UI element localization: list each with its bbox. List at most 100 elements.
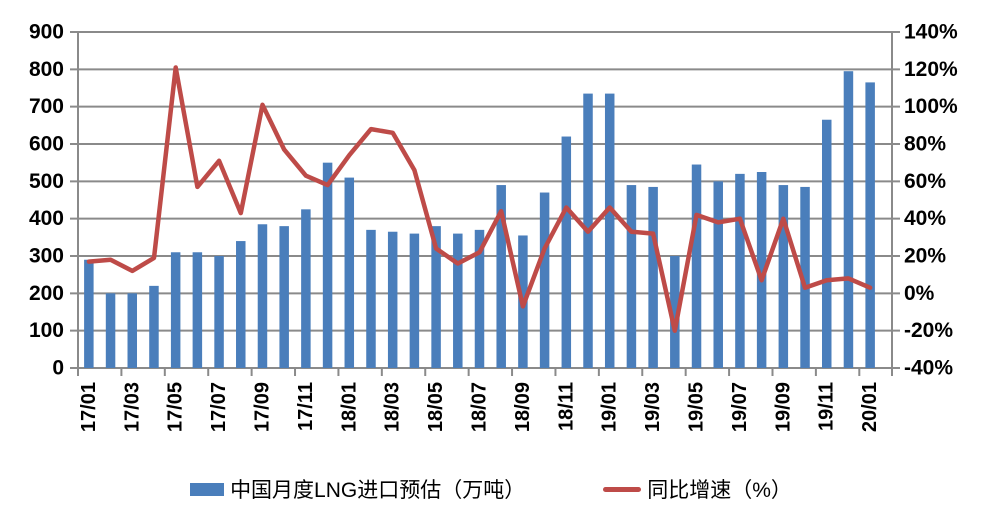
bar-18/01 [344, 177, 355, 368]
bar-17/04 [149, 285, 159, 368]
x-axis-label: 19/09 [772, 382, 794, 432]
x-axis-label: 18/11 [555, 382, 577, 431]
x-label-group: 18/07 [469, 382, 491, 432]
x-label-group: 20/01 [859, 382, 881, 432]
x-label-group: 18/09 [512, 382, 534, 432]
bar-18/05 [431, 226, 441, 368]
bar-18/02 [366, 229, 376, 368]
x-axis-label: 18/09 [512, 382, 534, 432]
bar-19/01 [604, 93, 615, 368]
x-axis-label: 17/09 [251, 382, 273, 432]
bar-series-label: 中国月度LNG进口预估（万吨） [230, 479, 526, 502]
line-series-label: 同比增速（%） [647, 479, 792, 502]
right-axis-label: 100% [904, 95, 958, 118]
bar-17/02 [105, 293, 116, 368]
bar-19/04 [670, 256, 680, 368]
bar-series-swatch-icon [190, 482, 225, 496]
bar-19/06 [713, 181, 723, 368]
x-axis-label: 17/03 [121, 382, 143, 432]
x-label-group: 19/05 [686, 382, 708, 432]
right-axis-label: 40% [904, 207, 946, 230]
bar-19/05 [691, 164, 702, 368]
right-axis-label: 20% [904, 245, 946, 268]
x-label-group: 19/07 [729, 382, 751, 432]
bar-20/01 [865, 82, 875, 369]
x-label-group: 17/05 [165, 382, 187, 432]
bar-18/03 [387, 231, 398, 368]
left-axis-label: 700 [29, 95, 64, 118]
left-axis-label: 300 [29, 245, 64, 268]
left-axis-label: 600 [29, 133, 64, 156]
x-axis-label: 20/01 [859, 382, 881, 432]
left-axis-label: 500 [29, 170, 64, 193]
x-label-group: 18/05 [425, 382, 447, 432]
growth-line [86, 65, 873, 333]
right-axis-label: 60% [904, 170, 946, 193]
x-label-group: 17/11 [295, 382, 317, 431]
right-axis-label: 140% [904, 21, 958, 44]
bar-17/07 [214, 256, 224, 368]
left-axis-label: 400 [29, 207, 64, 230]
bar-19/07 [735, 173, 745, 368]
bar-19/02 [626, 185, 637, 368]
x-label-group: 18/01 [338, 382, 360, 432]
x-label-group: 18/11 [555, 382, 577, 431]
x-axis-label: 19/07 [729, 382, 751, 432]
bar-18/08 [496, 185, 506, 368]
left-axis-label: 900 [29, 21, 64, 44]
x-axis-label: 18/07 [469, 382, 491, 432]
x-axis-label: 17/07 [208, 382, 230, 432]
legend-item-bar-series: 中国月度LNG进口预估（万吨） [190, 474, 525, 504]
bar-18/06 [453, 233, 463, 368]
bar-17/06 [192, 252, 203, 368]
x-label-group: 18/03 [382, 382, 404, 432]
bar-19/10 [800, 186, 810, 368]
x-label-group: 17/07 [208, 382, 230, 432]
line-series-swatch-icon [603, 486, 642, 492]
right-axis-label: -20% [904, 319, 953, 342]
bar-17/05 [170, 252, 181, 368]
bar-19/09 [778, 185, 789, 368]
x-axis-label: 18/03 [382, 382, 404, 432]
x-axis-label: 19/11 [816, 382, 838, 431]
right-axis-label: -40% [904, 357, 953, 380]
left-axis-label: 200 [29, 282, 64, 305]
bar-18/10 [539, 192, 550, 368]
chart-legend: 中国月度LNG进口预估（万吨） 同比增速（%） [0, 474, 982, 504]
x-axis-label: 17/05 [165, 382, 187, 432]
x-axis-label: 17/01 [78, 382, 100, 432]
x-label-group: 19/01 [599, 382, 621, 432]
bar-17/09 [257, 224, 268, 368]
bar-17/12 [322, 162, 333, 368]
bar-17/10 [279, 226, 289, 368]
x-label-group: 19/09 [772, 382, 794, 432]
x-label-group: 17/09 [251, 382, 273, 432]
x-axis-label: 19/05 [686, 382, 708, 432]
bar-17/11 [301, 209, 311, 368]
bar-18/07 [474, 229, 485, 368]
bar-19/03 [648, 186, 658, 368]
bar-19/11 [821, 119, 832, 368]
bar-17/03 [127, 293, 138, 368]
x-label-group: 19/03 [642, 382, 664, 432]
bar-18/11 [561, 136, 572, 368]
right-axis-label: 120% [904, 58, 958, 81]
left-axis-label: 100 [29, 319, 64, 342]
bar-17/08 [236, 241, 246, 368]
bar-19/08 [756, 172, 767, 368]
bar-18/04 [409, 233, 420, 368]
right-axis-label: 0% [904, 282, 935, 305]
bar-19/12 [843, 71, 854, 368]
x-axis-label: 19/03 [642, 382, 664, 432]
x-axis-label: 17/11 [295, 382, 317, 431]
left-axis-label: 0 [52, 357, 64, 380]
x-axis-label: 18/05 [425, 382, 447, 432]
x-label-group: 17/01 [78, 382, 100, 432]
x-label-group: 19/11 [816, 382, 838, 431]
x-axis-label: 19/01 [599, 382, 621, 432]
left-axis-label: 800 [29, 58, 64, 81]
right-axis-label: 80% [904, 133, 946, 156]
bar-17/01 [84, 259, 94, 368]
x-label-group: 17/03 [121, 382, 143, 432]
